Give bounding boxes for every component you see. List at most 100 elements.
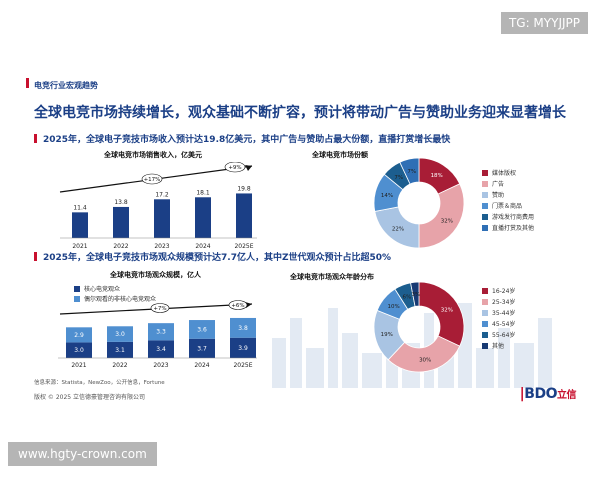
legend-swatch [482,287,488,294]
subtitle-audience: 2025年，全球电子竞技市场观众规模预计达7.7亿人，其中Z世代观众预计占比超5… [34,250,391,263]
legend-label: 25-34岁 [492,299,516,306]
revenue-value-label: 11.4 [73,204,87,211]
bdo-logo-text: BDO [524,386,557,402]
donut-value-label: 22% [392,226,404,232]
page-title: 全球电竞市场持续增长，观众基础不断扩容，预计将带动广告与赞助业务迎来显著增长 [34,105,566,121]
share-chart-title: 全球电竞市场份额 [312,151,368,159]
audience-bar-segment [230,337,256,358]
audience-value-label: 3.9 [238,345,248,352]
revenue-value-label: 18.1 [196,189,210,196]
legend-swatch [482,213,488,220]
revenue-value-label: 19.8 [237,185,251,192]
donut-value-label: 7% [394,175,403,181]
audience-growth-label: +7% [153,306,166,312]
legend-label: 直播打赏及其他 [492,225,535,232]
donut-value-label: 6% [402,294,411,300]
revenue-bar [72,212,88,238]
legend-swatch [482,342,488,349]
legend-label: 其他 [492,343,505,350]
revenue-chart-title: 全球电竞市场销售收入，亿美元 [104,151,202,159]
legend-label: 门票＆商品 [492,203,523,210]
audience-growth-bubble [150,303,170,313]
revenue-bar [154,199,170,238]
donut-value-label: 32% [441,219,453,225]
audience-value-label: 3.7 [197,345,207,352]
donut-slice [410,281,420,307]
legend-label: 偶尔观看的非核心电竞观众 [84,296,157,303]
audience-growth-bubble [228,300,248,310]
revenue-category-label: 2025E [234,243,253,250]
donut-legend-item: 25-34岁 [482,297,515,306]
donut-legend-item: 其他 [482,341,504,350]
subtitle-revenue-text: 2025年，全球电子竞技市场收入预计达19.8亿美元，其中广告与赞助占最大份额，… [43,135,451,145]
audience-category-label: 2023 [153,362,168,369]
revenue-category-label: 2023 [154,243,169,250]
donut-legend-item: 广告 [482,179,504,188]
legend-label: 45-54岁 [492,321,516,328]
bdo-logo-cn: 立信 [557,390,577,401]
legend-label: 广告 [492,181,505,188]
audience-category-label: 2025E [233,362,252,369]
age-donut-chart: 32% 30% 19% 10%6% 3% [373,281,465,373]
audience-bar-segment [189,320,215,339]
revenue-arrowhead [245,165,252,171]
donut-legend-item: 35-44岁 [482,308,515,317]
top-right-watermark: TG: MYYJJPP [500,12,588,34]
audience-chart-title: 全球电竞市场观众规模，亿人 [110,271,201,279]
legend-swatch [482,331,488,338]
legend-label: 16-24岁 [492,288,516,295]
audience-bar-segment [230,317,256,338]
bottom-left-watermark: www.hgty-crown.com [8,442,157,466]
legend-label: 赞助 [492,192,505,199]
audience-category-label: 2021 [71,362,86,369]
revenue-value-label: 17.2 [155,191,169,198]
audience-bar-segment [107,326,133,342]
donut-legend-item: 赞助 [482,190,504,199]
legend-label: 游戏发行商费用 [492,214,535,221]
donut-value-label: 10% [387,304,399,310]
audience-bar-segment [148,340,174,358]
donut-slice [418,183,465,249]
bdo-logo: |BDO立信 [519,386,577,402]
audience-bar-segment [107,341,133,358]
share-donut-chart: 18% 32% 22% 14% 7% 7% [373,157,465,249]
audience-bar-segment [189,338,215,358]
revenue-bar [113,206,129,238]
audience-bar-segment [66,342,92,358]
audience-stacked-bar-chart: 3.0 2.9 2021 3.1 3.0 2022 3.4 3.3 2023 3.7 3.6 2024… [58,300,257,369]
donut-legend-item: 16-24岁 [482,286,515,295]
donut-legend-item: 媒体版权 [482,168,516,177]
legend-swatch [482,309,488,316]
audience-value-label: 3.4 [156,346,166,353]
section-label: 电竞行业宏观趋势 [34,81,98,90]
legend-swatch [482,180,488,187]
legend-swatch [482,298,488,305]
legend-swatch [482,191,488,198]
donut-value-label: 14% [381,193,393,199]
subtitle-audience-text: 2025年，全球电子竞技市场观众规模预计达7.7亿人，其中Z世代观众预计占比超5… [43,253,392,263]
revenue-bar-chart: 11.4 2021 13.8 2022 17.2 2023 18.1 2024 19.8 2025… [59,162,257,250]
audience-category-label: 2024 [194,362,209,369]
audience-bar-segment [148,323,174,341]
revenue-category-label: 2022 [113,243,128,250]
revenue-category-label: 2024 [195,243,210,250]
legend-label: 35-44岁 [492,310,516,317]
audience-value-label: 2.9 [74,332,84,339]
legend-swatch [482,202,488,209]
audience-category-label: 2022 [112,362,127,369]
donut-slice [418,281,465,347]
audience-value-label: 3.0 [74,347,84,354]
audience-bar-segment [66,327,92,343]
donut-slice [387,335,461,373]
audience-value-label: 3.8 [238,325,248,332]
revenue-category-label: 2021 [72,243,87,250]
donut-legend-item: 游戏发行商费用 [482,212,534,221]
source-note: 信息来源：Statista，NewZoo，公开信息，Fortune [34,380,165,386]
revenue-growth-bubble [141,173,163,185]
audience-value-label: 3.1 [115,347,125,354]
revenue-bar [195,197,211,238]
revenue-growth-label: +17% [144,177,161,183]
copyright-note: 版权 © 2025 立信德豪管理咨询有限公司 [34,394,145,401]
revenue-value-label: 13.8 [114,199,128,206]
donut-legend-item: 门票＆商品 [482,201,522,210]
